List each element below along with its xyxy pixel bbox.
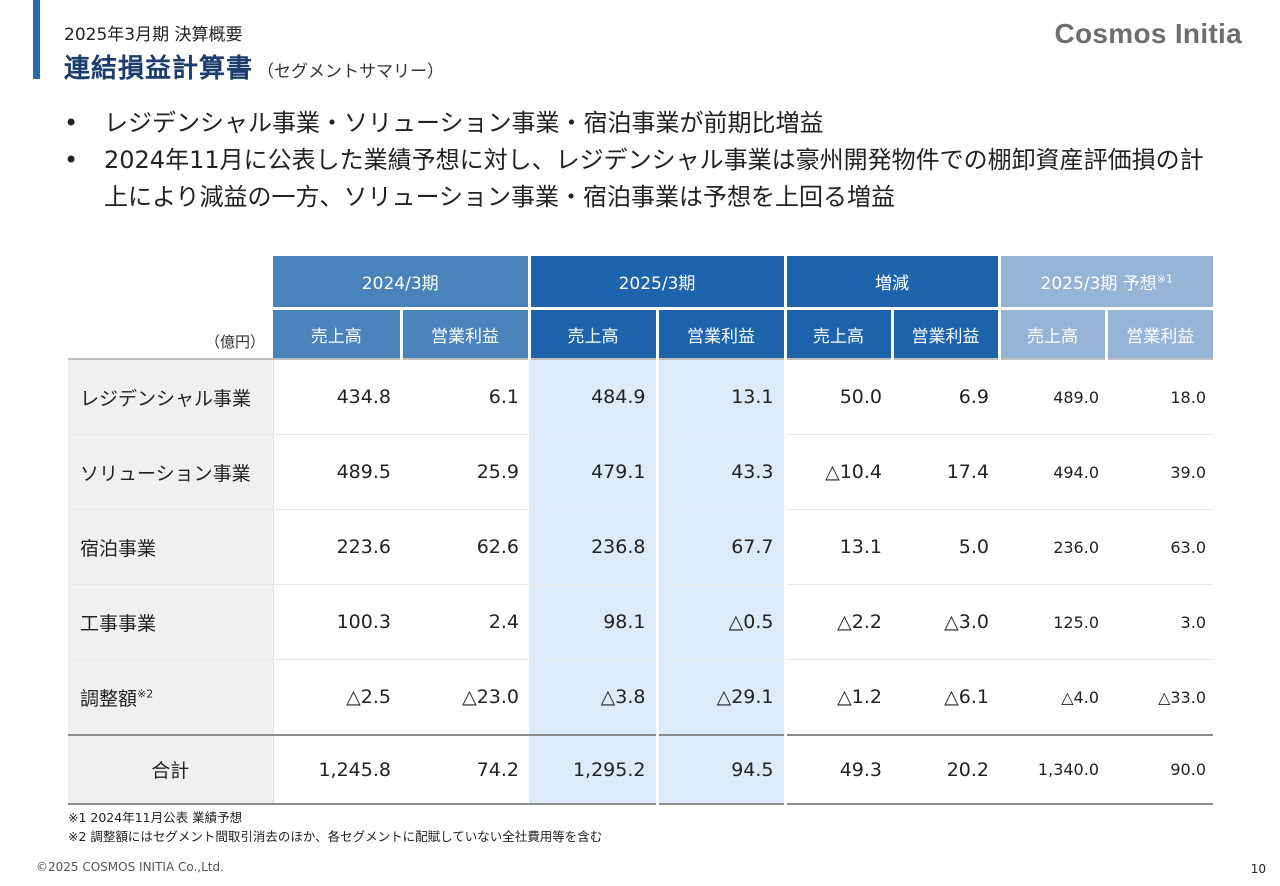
company-logo: Cosmos Initia <box>1054 18 1242 49</box>
table-cell: 25.9 <box>401 434 529 510</box>
col-header-sales: 売上高 <box>785 308 894 359</box>
forecast-note-mark: ※1 <box>1156 272 1173 286</box>
table-cell: 43.3 <box>657 434 787 510</box>
bullet-item: • 2024年11月に公表した業績予想に対し、レジデンシャル事業は豪州開発物件での… <box>64 142 1224 216</box>
table-row: レジデンシャル事業 434.8 6.1 484.9 13.1 50.0 6.9 … <box>68 358 1213 435</box>
page-title-suffix: （セグメントサマリー） <box>257 62 445 82</box>
table-cell: 39.0 <box>1106 434 1213 510</box>
bullet-mark: • <box>64 109 79 137</box>
table-cell: △33.0 <box>1106 659 1213 736</box>
table-cell: 223.6 <box>273 509 401 585</box>
table-cell: △3.0 <box>892 584 999 660</box>
page-number: 10 <box>1250 862 1266 876</box>
total-cell: 1,245.8 <box>273 734 401 805</box>
bullet-mark: • <box>64 146 79 174</box>
table-cell: △6.1 <box>892 659 999 736</box>
page-title-text: 連結損益計算書 <box>64 54 254 84</box>
table-cell: 125.0 <box>999 584 1106 660</box>
table-cell: 98.1 <box>529 584 659 660</box>
group-header-change: 増減 <box>785 256 1001 310</box>
group-header-2024: 2024/3期 <box>273 256 531 310</box>
table-cell: 62.6 <box>401 509 529 585</box>
col-header-op-profit: 営業利益 <box>401 308 531 359</box>
table-row: 調整額※2 △2.5 △23.0 △3.8 △29.1 △1.2 △6.1 △4… <box>68 659 1213 736</box>
table-cell: △3.8 <box>529 659 659 736</box>
group-header-row: 2024/3期 2025/3期 増減 2025/3期 予想※1 <box>68 256 1213 310</box>
table-cell: 489.5 <box>273 434 401 510</box>
table-cell: △29.1 <box>657 659 787 736</box>
table-cell: △0.5 <box>657 584 787 660</box>
table-cell: 479.1 <box>529 434 659 510</box>
table-cell: △1.2 <box>785 659 892 736</box>
unit-label: （億円） <box>68 308 273 359</box>
total-cell: 1,340.0 <box>999 734 1106 805</box>
forecast-header-text: 2025/3期 予想 <box>1040 274 1157 294</box>
total-label: 合計 <box>68 734 274 805</box>
bullet-text: 2024年11月に公表した業績予想に対し、レジデンシャル事業は豪州開発物件での棚… <box>104 146 1204 211</box>
col-header-sales: 売上高 <box>273 308 403 359</box>
table-cell: 18.0 <box>1106 358 1213 435</box>
page-subtitle: 2025年3月期 決算概要 <box>64 25 243 45</box>
group-header-forecast: 2025/3期 予想※1 <box>999 256 1213 310</box>
table-cell: 63.0 <box>1106 509 1213 585</box>
total-cell: 90.0 <box>1106 734 1213 805</box>
segment-label: 宿泊事業 <box>68 509 274 585</box>
total-cell: 49.3 <box>785 734 892 805</box>
col-header-op-profit: 営業利益 <box>1106 308 1213 359</box>
page-title: 連結損益計算書 （セグメントサマリー） <box>64 48 444 85</box>
footnotes: ※1 2024年11月公表 業績予想 ※2 調整額にはセグメント間取引消去のほか… <box>68 808 602 846</box>
summary-bullets: • レジデンシャル事業・ソリューション事業・宿泊事業が前期比増益 • 2024年11… <box>64 105 1224 216</box>
table-row: 工事事業 100.3 2.4 98.1 △0.5 △2.2 △3.0 125.0… <box>68 584 1213 660</box>
table-cell: 100.3 <box>273 584 401 660</box>
table-cell: 5.0 <box>892 509 999 585</box>
table-row: 宿泊事業 223.6 62.6 236.8 67.7 13.1 5.0 236.… <box>68 509 1213 585</box>
table-cell: △2.5 <box>273 659 401 736</box>
footnote: ※2 調整額にはセグメント間取引消去のほか、各セグメントに配賦していない全社費用… <box>68 829 603 844</box>
copyright: ©2025 COSMOS INITIA Co.,Ltd. <box>36 860 224 874</box>
table-cell: 3.0 <box>1106 584 1213 660</box>
table-cell: 67.7 <box>657 509 787 585</box>
table-cell: 13.1 <box>657 358 787 435</box>
segment-summary-table: 2024/3期 2025/3期 増減 2025/3期 予想※1 （億円） 売上高… <box>68 256 1213 805</box>
footnote: ※1 2024年11月公表 業績予想 <box>68 810 243 825</box>
table-cell: 489.0 <box>999 358 1106 435</box>
table-cell: 13.1 <box>785 509 892 585</box>
table-cell: △4.0 <box>999 659 1106 736</box>
total-cell: 1,295.2 <box>529 734 659 805</box>
segment-label: 工事事業 <box>68 584 274 660</box>
table-cell: △10.4 <box>785 434 892 510</box>
adjustment-label: 調整額 <box>80 687 138 710</box>
total-cell: 20.2 <box>892 734 999 805</box>
bullet-text: レジデンシャル事業・ソリューション事業・宿泊事業が前期比増益 <box>104 109 824 137</box>
column-header-row: （億円） 売上高 営業利益 売上高 営業利益 売上高 営業利益 売上高 営業利益 <box>68 308 1213 359</box>
segment-label: ソリューション事業 <box>68 434 274 510</box>
table-cell: 6.9 <box>892 358 999 435</box>
segment-label: 調整額※2 <box>68 659 274 736</box>
table-cell: △23.0 <box>401 659 529 736</box>
total-cell: 94.5 <box>657 734 787 805</box>
col-header-sales: 売上高 <box>529 308 659 359</box>
table-cell: 484.9 <box>529 358 659 435</box>
table-cell: 236.8 <box>529 509 659 585</box>
table-cell: △2.2 <box>785 584 892 660</box>
adjustment-note-mark: ※2 <box>137 687 154 701</box>
group-header-2025: 2025/3期 <box>529 256 787 310</box>
table-cell: 434.8 <box>273 358 401 435</box>
table-cell: 6.1 <box>401 358 529 435</box>
total-cell: 74.2 <box>401 734 529 805</box>
bullet-item: • レジデンシャル事業・ソリューション事業・宿泊事業が前期比増益 <box>64 105 1224 142</box>
header-corner <box>68 256 273 309</box>
table-cell: 236.0 <box>999 509 1106 585</box>
table-cell: 50.0 <box>785 358 892 435</box>
table-cell: 494.0 <box>999 434 1106 510</box>
table-cell: 17.4 <box>892 434 999 510</box>
table-row: ソリューション事業 489.5 25.9 479.1 43.3 △10.4 17… <box>68 434 1213 510</box>
table-cell: 2.4 <box>401 584 529 660</box>
total-row: 合計 1,245.8 74.2 1,295.2 94.5 49.3 20.2 1… <box>68 734 1213 805</box>
segment-label: レジデンシャル事業 <box>68 358 274 435</box>
accent-bar <box>33 0 40 79</box>
col-header-sales: 売上高 <box>999 308 1108 359</box>
col-header-op-profit: 営業利益 <box>657 308 787 359</box>
col-header-op-profit: 営業利益 <box>892 308 1001 359</box>
